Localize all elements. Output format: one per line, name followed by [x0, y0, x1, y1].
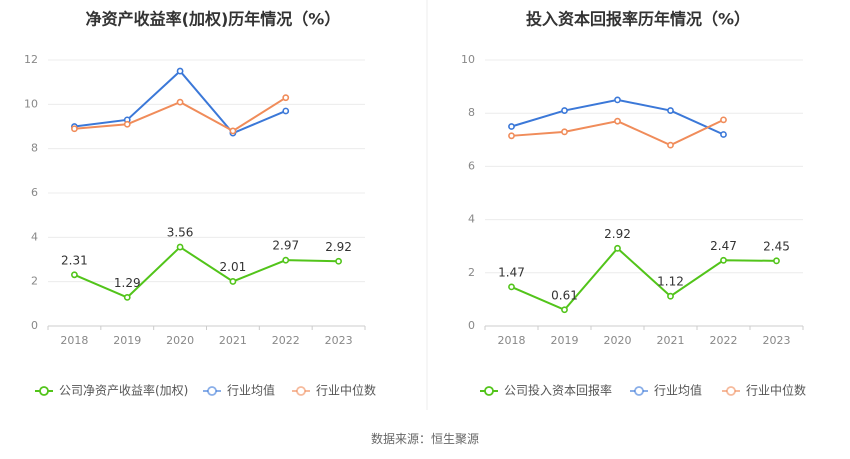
data-point [561, 107, 568, 114]
x-tick-label: 2019 [113, 334, 141, 347]
data-point [773, 257, 780, 265]
y-tick-label: 10 [461, 53, 475, 66]
series-line [511, 246, 777, 311]
chart-panel-2: 投入资本回报率历年情况（%） 0 2 4 6 8 10 2018 2019 2020 2021 202… [461, 10, 806, 398]
legend-label: 行业均值 [654, 383, 702, 398]
y-tick-label: 6 [31, 186, 38, 199]
data-label: 2.01 [220, 260, 247, 274]
y-tick-label: 2 [468, 266, 475, 279]
data-point [720, 256, 727, 264]
data-point [229, 127, 237, 135]
data-point [176, 98, 184, 106]
legend-label: 公司投入资本回报率 [504, 383, 612, 398]
y-tick-label: 8 [468, 106, 475, 119]
data-point [667, 107, 674, 114]
y-tick-label: 4 [31, 230, 38, 243]
series-line [74, 245, 339, 299]
x-tick-label: 2022 [272, 334, 300, 347]
x-tick-label: 2020 [166, 334, 194, 347]
y-tick-label: 0 [468, 319, 475, 332]
chart-panel-1: 净资产收益率(加权)历年情况（%） 0 2 4 6 8 10 12 2018 2019 2020 20… [24, 10, 376, 398]
data-point [176, 67, 184, 75]
y-tick-label: 6 [468, 159, 475, 172]
data-point [561, 306, 568, 314]
data-label: 2.92 [604, 227, 631, 241]
data-point [614, 96, 621, 104]
x-tick-label: 2021 [657, 334, 685, 347]
data-point [335, 257, 342, 265]
x-tick-label: 2022 [710, 334, 738, 347]
chart-title: 净资产收益率(加权)历年情况（%） [86, 10, 341, 29]
data-point [561, 128, 568, 136]
data-point [720, 116, 727, 124]
data-point [508, 123, 515, 130]
data-point [229, 278, 237, 285]
x-tick-label: 2023 [325, 334, 353, 347]
data-label: 3.56 [167, 226, 194, 240]
x-tick-label: 2020 [604, 334, 632, 347]
legend-marker [484, 386, 494, 396]
data-label: 2.47 [710, 239, 737, 253]
source-note: 数据来源：恒生聚源 [370, 432, 479, 446]
legend-marker [634, 386, 644, 396]
x-tick-label: 2019 [551, 334, 579, 347]
data-label: 2.45 [763, 239, 790, 253]
data-point [71, 125, 78, 133]
data-point [282, 107, 290, 115]
legend-label: 行业中位数 [746, 383, 806, 398]
data-point [614, 117, 621, 125]
y-tick-label: 10 [24, 97, 38, 110]
y-tick-label: 0 [31, 319, 38, 332]
y-tick-label: 12 [24, 53, 38, 66]
legend-label: 行业均值 [227, 383, 275, 398]
data-point [508, 283, 515, 291]
data-point [720, 131, 727, 138]
data-point [123, 294, 131, 301]
data-label: 2.31 [61, 253, 88, 267]
y-tick-label: 4 [468, 213, 475, 226]
x-tick-label: 2023 [763, 334, 791, 347]
legend-marker [726, 386, 736, 396]
data-point [282, 256, 290, 264]
chart-title: 投入资本回报率历年情况（%） [526, 10, 750, 29]
legend-label: 公司净资产收益率(加权) [59, 383, 188, 398]
data-label: 0.61 [551, 288, 578, 302]
data-label: 1.29 [114, 276, 141, 290]
data-point [71, 271, 78, 279]
legend-label: 行业中位数 [316, 383, 376, 398]
data-point [123, 120, 131, 128]
legend-marker [207, 386, 217, 396]
data-label: 2.97 [272, 239, 299, 253]
x-tick-label: 2018 [60, 334, 88, 347]
data-point [176, 243, 184, 251]
legend-marker [39, 386, 49, 396]
y-tick-label: 2 [31, 275, 38, 288]
data-point [667, 292, 674, 300]
data-point [508, 132, 515, 140]
y-tick-label: 8 [31, 142, 38, 155]
series-line [511, 98, 724, 136]
x-tick-label: 2021 [219, 334, 247, 347]
data-point [282, 94, 290, 102]
legend-marker [296, 386, 306, 396]
data-label: 1.12 [657, 275, 684, 289]
data-point [667, 141, 674, 149]
data-label: 1.47 [498, 265, 525, 279]
data-point [614, 244, 621, 252]
x-tick-label: 2018 [498, 334, 526, 347]
data-label: 2.92 [325, 240, 352, 254]
